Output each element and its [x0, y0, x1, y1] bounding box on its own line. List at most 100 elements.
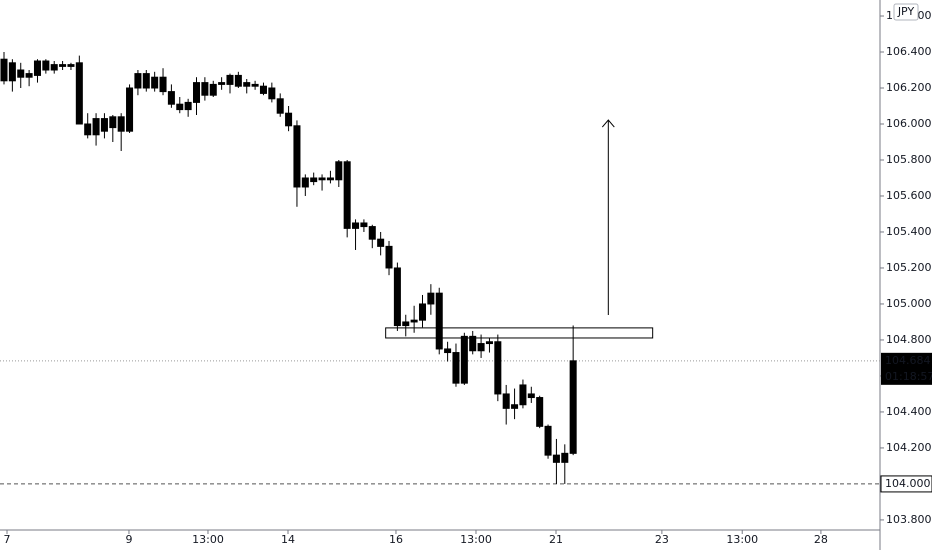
x-tick-label: 9 [125, 533, 132, 546]
x-tick-label: 21 [549, 533, 563, 546]
candle-body [460, 335, 468, 384]
candle-body [159, 76, 167, 93]
x-tick-label: 13:00 [460, 533, 492, 546]
candle-body [452, 352, 460, 384]
candle-body [33, 60, 41, 76]
candle-body [536, 397, 544, 427]
candle-body [176, 103, 184, 111]
candle-body [485, 341, 493, 345]
candle-body [393, 267, 401, 327]
x-tick-label: 13:00 [726, 533, 758, 546]
y-tick-label: 104.200 [886, 441, 932, 454]
y-tick-label: 106.400 [886, 45, 932, 58]
y-tick-label: 106.200 [886, 81, 932, 94]
candle-body [385, 245, 393, 269]
candle-body [100, 118, 108, 132]
support-badge-label: 104.000 [885, 477, 931, 490]
candle-body [218, 82, 226, 85]
candle-body [310, 177, 318, 183]
zone-rectangle [385, 327, 654, 339]
candle-body [293, 125, 301, 188]
candle-body [418, 303, 427, 321]
candle-body [75, 62, 83, 125]
candle-body [0, 58, 8, 82]
candle-body [50, 64, 58, 71]
y-tick-label: 105.200 [886, 261, 932, 274]
candle-body [511, 404, 519, 409]
y-tick-label: 105.400 [886, 225, 932, 238]
candle-body [360, 222, 368, 228]
candle-body [561, 452, 569, 463]
currency-label: JPY [897, 5, 915, 18]
candle-body [519, 384, 527, 406]
candle-body [402, 321, 410, 327]
candle-body [276, 98, 284, 114]
candle-body [469, 335, 477, 352]
candle-body [234, 74, 242, 87]
candle-body [410, 319, 418, 323]
candle-body [377, 238, 385, 247]
candle-body [42, 60, 50, 71]
last-price-label: 104.684 [885, 354, 931, 367]
candle-body [494, 341, 502, 395]
candle-body [502, 393, 510, 409]
candle-body [368, 226, 376, 240]
candle-body [477, 343, 485, 352]
candle-body [251, 83, 259, 87]
candle-body [427, 292, 435, 305]
countdown-label: 01:18:57 [885, 370, 932, 383]
x-tick-label: 13:00 [192, 533, 224, 546]
candle-body [25, 73, 33, 78]
candle-body [17, 69, 25, 78]
y-tick-label: 106.000 [886, 117, 932, 130]
candle-body [352, 222, 360, 229]
candle-body [184, 101, 192, 111]
candle-body [126, 87, 134, 132]
candle-body [318, 177, 326, 181]
candle-body [151, 76, 159, 89]
candle-body [117, 116, 125, 132]
candle-body [201, 82, 209, 96]
candle-body [259, 85, 267, 94]
x-tick-label: 28 [814, 533, 828, 546]
candle-body [569, 360, 577, 454]
arrow-head [601, 119, 615, 128]
candle-body [243, 82, 251, 87]
candle-body [109, 116, 117, 129]
last-price-badge [881, 352, 932, 385]
candle-body [59, 64, 67, 67]
candle-body [192, 82, 201, 103]
candle-body [92, 118, 100, 136]
support-badge [880, 475, 932, 493]
y-tick-label: 103.800 [886, 513, 932, 526]
candle-body [343, 161, 351, 229]
y-tick-label: 105.600 [886, 189, 932, 202]
candle-body [167, 91, 175, 105]
candle-body [84, 123, 92, 136]
x-tick-label: 16 [389, 533, 403, 546]
candle-body [435, 292, 443, 350]
candle-body [444, 348, 452, 354]
currency-badge [893, 3, 919, 21]
x-tick-label: 7 [4, 533, 11, 546]
candle-body [8, 62, 16, 82]
candle-body [335, 161, 343, 181]
candle-body [142, 73, 150, 89]
candle-body [285, 112, 293, 127]
candle-body [552, 454, 560, 463]
y-tick-label: 105.000 [886, 297, 932, 310]
candle-body [209, 83, 217, 96]
candle-body [544, 425, 552, 456]
candle-body [226, 74, 234, 85]
y-tick-label: 104.800 [886, 333, 932, 346]
y-tick-label: 105.800 [886, 153, 932, 166]
y-tick-label: 104.400 [886, 405, 932, 418]
candle-body [326, 177, 334, 181]
candle-body [301, 177, 309, 188]
x-tick-label: 14 [281, 533, 295, 546]
x-tick-label: 23 [655, 533, 669, 546]
candle-body [67, 64, 75, 67]
candle-body [134, 73, 142, 89]
candle-body [527, 393, 535, 399]
candle-body [268, 87, 276, 100]
